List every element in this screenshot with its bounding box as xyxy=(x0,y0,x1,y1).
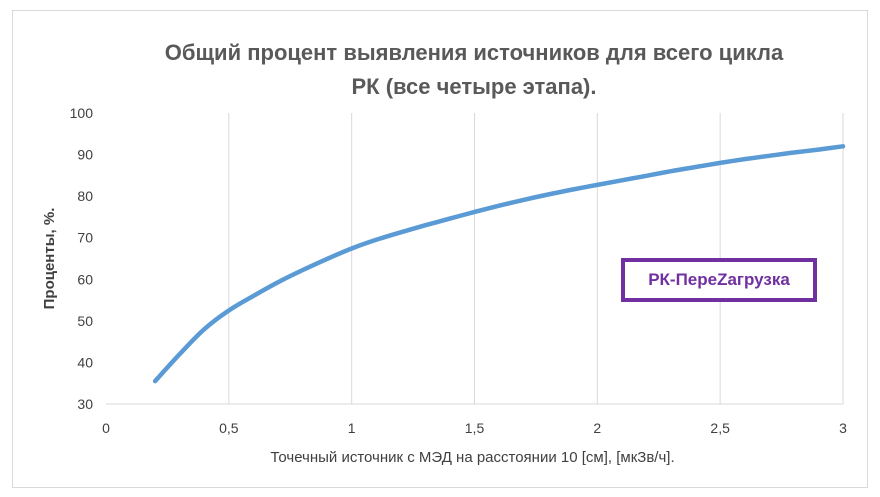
y-tick-label-3: 60 xyxy=(77,271,93,287)
series-line-0 xyxy=(152,144,846,384)
x-tick-label-3: 1,5 xyxy=(465,420,485,436)
y-tick-label-5: 80 xyxy=(77,188,93,204)
x-axis-ticks: 0 0,5 1 1,5 2 2,5 3 xyxy=(102,420,847,436)
y-tick-label-6: 90 xyxy=(77,147,93,163)
x-tick-label-4: 2 xyxy=(593,420,601,436)
y-axis-title: Проценты, %. xyxy=(41,208,58,310)
y-tick-label-7: 100 xyxy=(70,105,94,121)
annotation-text: РК-ПереZагрузка xyxy=(648,270,790,289)
y-tick-label-2: 50 xyxy=(77,313,93,329)
annotation-badge: РК-ПереZагрузка xyxy=(621,258,817,302)
chart-title-line-2: РК (все четыре этапа). xyxy=(351,74,597,99)
y-tick-label-1: 40 xyxy=(77,354,93,370)
x-axis-title: Точечный источник с МЭД на расстоянии 10… xyxy=(270,449,674,466)
y-tick-label-4: 70 xyxy=(77,230,93,246)
x-tick-label-5: 2,5 xyxy=(710,420,730,436)
x-tick-label-6: 3 xyxy=(839,420,847,436)
series-group xyxy=(152,144,846,384)
y-axis-ticks: 30 40 50 60 70 80 90 100 xyxy=(70,105,94,412)
y-tick-label-0: 30 xyxy=(77,396,93,412)
x-tick-label-0: 0 xyxy=(102,420,110,436)
x-tick-label-1: 0,5 xyxy=(219,420,239,436)
chart-title: Общий процент выявления источников для в… xyxy=(0,36,880,104)
chart-frame xyxy=(12,10,868,488)
chart-title-line-1: Общий процент выявления источников для в… xyxy=(164,40,784,65)
x-tick-label-2: 1 xyxy=(348,420,356,436)
